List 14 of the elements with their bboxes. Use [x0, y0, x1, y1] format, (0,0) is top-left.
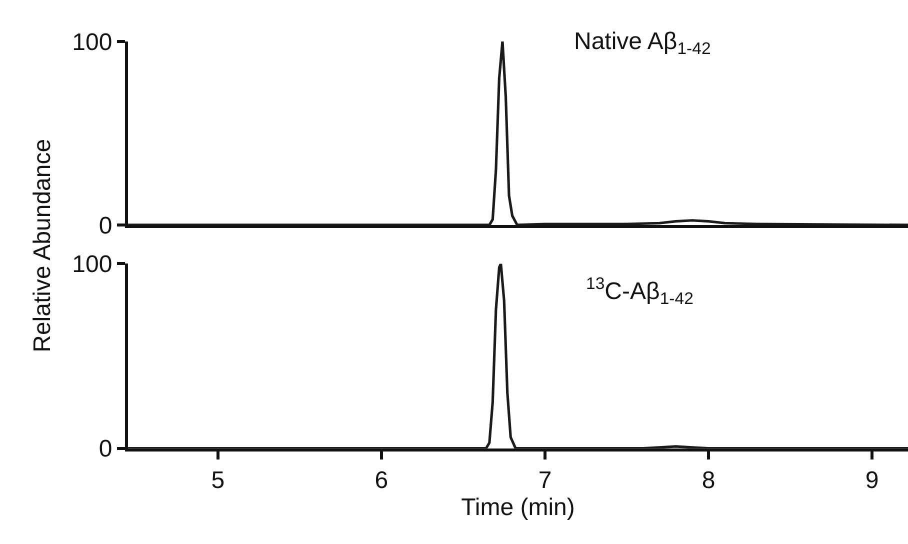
y-tick-label: 0 [98, 436, 112, 463]
x-tick-label: 9 [865, 467, 879, 494]
x-axis-title: Time (min) [461, 494, 575, 522]
y-axis-title: Relative Abundance [29, 138, 56, 352]
x-tick-label: 6 [374, 467, 388, 494]
x-tick-label: 5 [211, 467, 225, 494]
x-tick-label: 8 [702, 467, 716, 494]
x-tick-label: 7 [538, 467, 552, 494]
y-tick-label: 0 [98, 212, 112, 240]
annotation: Native Aβ$_{1-42}$ [574, 28, 711, 58]
y-tick-label: 100 [72, 251, 112, 278]
line-series [128, 264, 908, 448]
y-tick-label: 100 [72, 28, 112, 56]
annotation: $^{13}$C-Aβ$_{1-42}$ [586, 274, 694, 308]
